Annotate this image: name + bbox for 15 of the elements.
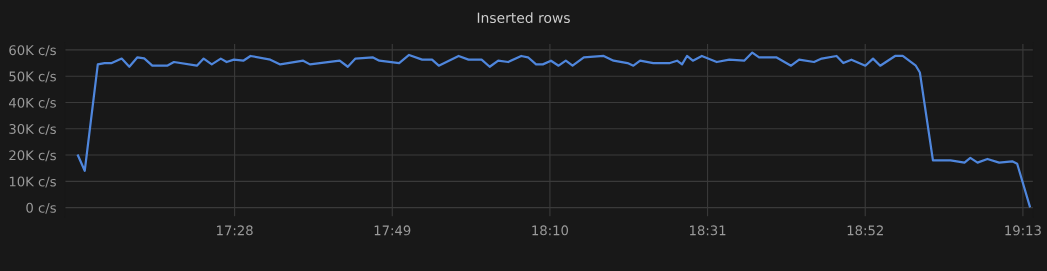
chart-title: Inserted rows <box>477 12 570 23</box>
x-tick-label: 18:52 <box>847 225 883 236</box>
y-tick-label: 60K c/s <box>9 45 56 57</box>
y-tick-label: 0 c/s <box>26 202 56 214</box>
x-tick-label: 17:28 <box>217 225 253 236</box>
x-tick-label: 18:31 <box>690 225 726 236</box>
y-tick-label: 20K c/s <box>9 150 56 162</box>
x-tick-label: 18:10 <box>532 225 569 236</box>
x-tick-label: 17:49 <box>374 225 411 236</box>
x-tick-label: 19:13 <box>1005 225 1041 236</box>
y-tick-label: 50K c/s <box>9 71 56 83</box>
y-tick-label: 40K c/s <box>9 97 56 109</box>
y-tick-label: 10K c/s <box>9 176 56 188</box>
line-series <box>76 51 1031 208</box>
y-tick-label: 30K c/s <box>9 123 56 135</box>
